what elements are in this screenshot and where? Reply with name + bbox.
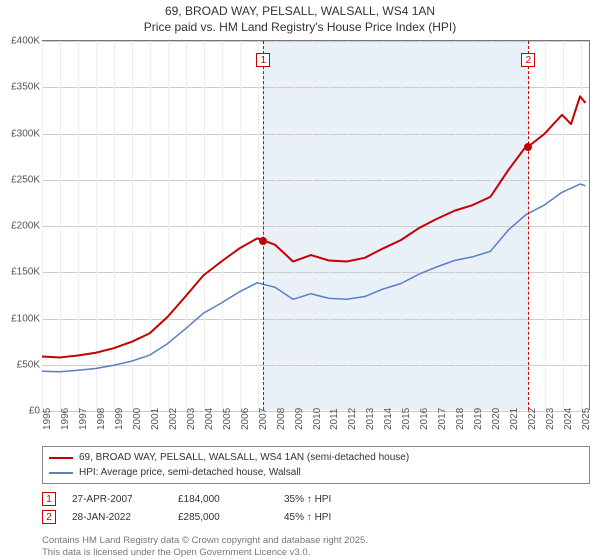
y-tick-label: £150K [0, 267, 40, 278]
y-tick-label: £300K [0, 128, 40, 139]
y-tick-label: £200K [0, 221, 40, 232]
sale-delta: 35% ↑ HPI [284, 494, 374, 505]
sale-marker-dot [524, 143, 532, 151]
footer-line-2: This data is licensed under the Open Gov… [42, 547, 590, 558]
sale-date: 27-APR-2007 [72, 494, 162, 505]
sale-price: £184,000 [178, 494, 268, 505]
sale-price: £285,000 [178, 512, 268, 523]
sale-index-box: 2 [42, 510, 56, 524]
sale-marker-box: 2 [521, 53, 535, 67]
y-tick-label: £0 [0, 406, 40, 417]
y-tick-label: £250K [0, 174, 40, 185]
sale-index-box: 1 [42, 492, 56, 506]
y-tick-label: £100K [0, 313, 40, 324]
y-tick-label: £350K [0, 82, 40, 93]
legend-label: HPI: Average price, semi-detached house,… [79, 465, 301, 480]
sale-marker-line [263, 41, 264, 410]
series-property [42, 96, 585, 357]
legend-box: 69, BROAD WAY, PELSALL, WALSALL, WS4 1AN… [42, 446, 590, 484]
chart-plot-area: £0£50K£100K£150K£200K£250K£300K£350K£400… [42, 40, 590, 410]
sale-marker-line [528, 41, 529, 410]
legend-label: 69, BROAD WAY, PELSALL, WALSALL, WS4 1AN… [79, 450, 409, 465]
sale-marker-box: 1 [256, 53, 270, 67]
sale-date: 28-JAN-2022 [72, 512, 162, 523]
sale-marker-dot [259, 237, 267, 245]
title-block: 69, BROAD WAY, PELSALL, WALSALL, WS4 1AN… [0, 0, 600, 35]
footer-line-1: Contains HM Land Registry data © Crown c… [42, 535, 590, 546]
sale-row: 1 27-APR-2007 £184,000 35% ↑ HPI [42, 490, 590, 508]
legend-swatch [49, 472, 73, 474]
footer-attribution: Contains HM Land Registry data © Crown c… [42, 535, 590, 558]
series-hpi [42, 184, 585, 372]
title-line-1: 69, BROAD WAY, PELSALL, WALSALL, WS4 1AN [0, 4, 600, 20]
legend-row: 69, BROAD WAY, PELSALL, WALSALL, WS4 1AN… [49, 450, 583, 465]
chart-container: 69, BROAD WAY, PELSALL, WALSALL, WS4 1AN… [0, 0, 600, 560]
legend-swatch [49, 457, 73, 459]
legend-row: HPI: Average price, semi-detached house,… [49, 465, 583, 480]
sale-row: 2 28-JAN-2022 £285,000 45% ↑ HPI [42, 508, 590, 526]
y-tick-label: £400K [0, 36, 40, 47]
y-tick-label: £50K [0, 359, 40, 370]
series-svg [42, 41, 589, 410]
sale-delta: 45% ↑ HPI [284, 512, 374, 523]
sales-table: 1 27-APR-2007 £184,000 35% ↑ HPI 2 28-JAN-202… [42, 490, 590, 526]
title-line-2: Price paid vs. HM Land Registry's House … [0, 20, 600, 36]
